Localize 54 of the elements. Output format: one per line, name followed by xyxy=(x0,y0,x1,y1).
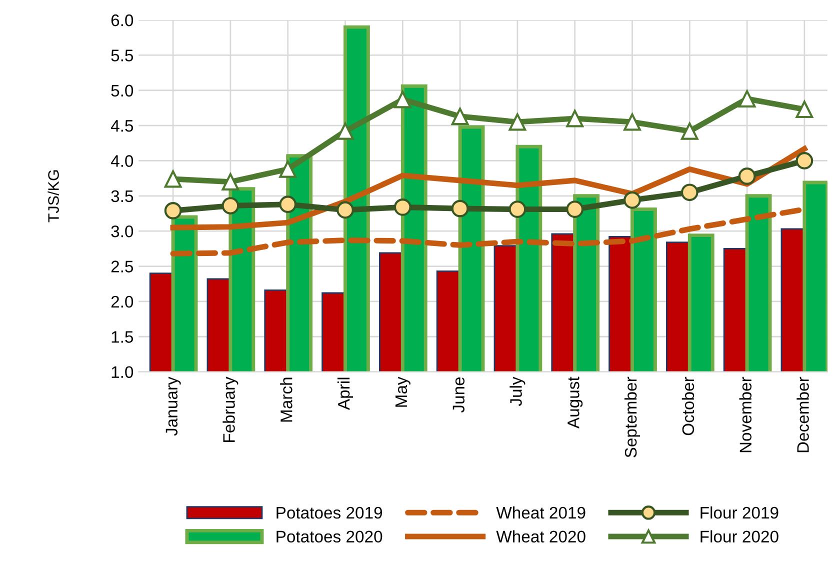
point xyxy=(279,160,297,178)
y-tick-label: 4.5 xyxy=(110,120,134,132)
x-tick-label: August xyxy=(568,376,583,429)
point xyxy=(680,122,698,140)
point xyxy=(451,108,469,126)
point xyxy=(566,110,584,128)
point xyxy=(680,184,698,202)
point xyxy=(164,202,182,220)
x-tick-label: May xyxy=(395,376,410,407)
x-tick-label: March xyxy=(280,378,292,422)
x-tick-label: April xyxy=(337,378,354,410)
point xyxy=(738,90,756,108)
point xyxy=(451,200,469,218)
point xyxy=(336,201,354,219)
y-tick-label: 2.0 xyxy=(111,296,134,308)
legend-label: Potatoes 2019 xyxy=(276,506,382,519)
point xyxy=(164,170,182,188)
point xyxy=(796,152,814,170)
x-tick-label: October xyxy=(682,376,694,436)
y-tick-label: 1.0 xyxy=(112,366,134,378)
point xyxy=(738,168,756,185)
y-tick-label: 1.5 xyxy=(112,331,134,343)
legend-label: Potatoes 2020 xyxy=(276,530,382,543)
point xyxy=(394,90,412,108)
point xyxy=(336,122,354,140)
y-tick-label: 2.5 xyxy=(111,260,134,272)
legend-label: Wheat 2019 xyxy=(496,506,586,519)
point xyxy=(222,173,240,191)
legend-label: Wheat 2020 xyxy=(496,530,586,543)
y-tick-label: 3.5 xyxy=(111,190,134,202)
y-tick-label: 5.5 xyxy=(111,50,134,62)
x-tick-label: July xyxy=(510,376,526,406)
y-tick-label: 4.0 xyxy=(110,155,134,167)
x-tick-label: September xyxy=(624,376,640,458)
legend-label: Flour 2019 xyxy=(700,506,778,519)
y-tick-label: 6.0 xyxy=(111,14,134,26)
point xyxy=(624,113,641,131)
point xyxy=(566,200,584,218)
x-tick-label: February xyxy=(222,376,238,442)
x-tick-label: June xyxy=(452,377,465,413)
y-tick-label: 3.0 xyxy=(111,225,134,238)
x-tick-label: January xyxy=(166,376,181,436)
y-axis-title: TJS/KG xyxy=(48,170,59,222)
point xyxy=(624,191,641,209)
y-tick-label: 5.0 xyxy=(111,84,134,97)
point xyxy=(394,198,412,216)
x-tick-label: November xyxy=(739,376,752,452)
point xyxy=(796,100,814,118)
point xyxy=(508,200,526,218)
legend-label: Flour 2020 xyxy=(700,530,778,543)
point xyxy=(508,113,526,131)
x-tick-label: December xyxy=(796,376,809,452)
point xyxy=(222,197,240,214)
point xyxy=(279,196,297,214)
